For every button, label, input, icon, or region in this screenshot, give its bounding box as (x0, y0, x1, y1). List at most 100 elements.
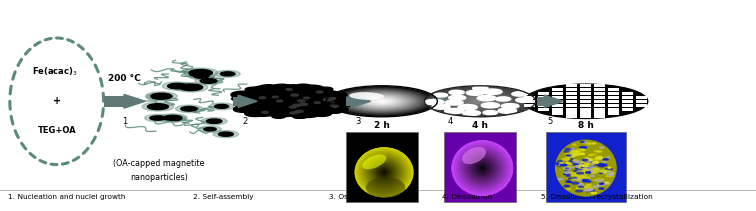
Circle shape (560, 164, 567, 166)
Ellipse shape (468, 98, 492, 105)
Circle shape (585, 177, 590, 179)
Circle shape (336, 99, 354, 104)
FancyBboxPatch shape (581, 115, 591, 118)
Polygon shape (352, 95, 370, 107)
Circle shape (209, 103, 234, 110)
Circle shape (588, 168, 592, 169)
Ellipse shape (368, 159, 400, 186)
Ellipse shape (355, 147, 414, 197)
Circle shape (581, 162, 584, 163)
Ellipse shape (429, 87, 531, 116)
Circle shape (589, 164, 596, 166)
Circle shape (319, 89, 333, 92)
FancyBboxPatch shape (566, 108, 578, 111)
Circle shape (184, 70, 211, 78)
Circle shape (579, 167, 585, 169)
Circle shape (557, 165, 562, 166)
Text: 2 h: 2 h (374, 121, 389, 130)
Circle shape (299, 112, 318, 118)
Circle shape (593, 171, 598, 172)
Ellipse shape (356, 94, 407, 108)
FancyBboxPatch shape (566, 84, 578, 87)
Circle shape (558, 178, 562, 180)
Circle shape (272, 115, 286, 118)
Circle shape (304, 97, 309, 99)
Ellipse shape (376, 100, 387, 103)
Circle shape (583, 181, 587, 182)
Ellipse shape (464, 97, 496, 106)
Circle shape (259, 97, 265, 99)
FancyBboxPatch shape (566, 92, 578, 95)
FancyBboxPatch shape (581, 100, 591, 103)
Text: 3: 3 (355, 117, 361, 126)
Circle shape (577, 170, 581, 172)
Circle shape (293, 114, 307, 117)
Ellipse shape (344, 91, 420, 112)
Circle shape (569, 154, 572, 155)
Ellipse shape (349, 92, 384, 100)
Circle shape (147, 104, 169, 110)
Circle shape (184, 68, 218, 77)
Circle shape (574, 161, 579, 162)
Circle shape (591, 192, 596, 194)
Circle shape (169, 117, 181, 120)
Circle shape (573, 151, 580, 153)
Circle shape (600, 172, 603, 173)
Text: 4: 4 (448, 117, 453, 126)
Circle shape (150, 116, 166, 120)
FancyBboxPatch shape (637, 104, 647, 107)
Ellipse shape (448, 92, 513, 110)
Circle shape (587, 160, 592, 161)
Text: (OA-capped magnetite
nanoparticles): (OA-capped magnetite nanoparticles) (113, 159, 205, 181)
Ellipse shape (435, 89, 525, 114)
Circle shape (600, 166, 604, 167)
Circle shape (593, 162, 599, 163)
Text: 1: 1 (122, 117, 127, 126)
Circle shape (152, 95, 168, 99)
Circle shape (463, 111, 480, 116)
Circle shape (565, 168, 569, 169)
Ellipse shape (457, 145, 508, 191)
Ellipse shape (469, 157, 495, 180)
Circle shape (606, 168, 612, 170)
Circle shape (586, 172, 590, 173)
Ellipse shape (368, 97, 395, 105)
Ellipse shape (362, 154, 386, 169)
FancyBboxPatch shape (594, 111, 606, 115)
Circle shape (296, 110, 303, 112)
Circle shape (569, 160, 576, 162)
Circle shape (572, 151, 575, 152)
Circle shape (584, 168, 591, 170)
Circle shape (583, 170, 588, 171)
Ellipse shape (372, 162, 396, 182)
Ellipse shape (351, 93, 413, 110)
Circle shape (231, 96, 248, 101)
Circle shape (245, 111, 266, 116)
Ellipse shape (378, 167, 390, 177)
Circle shape (163, 82, 193, 90)
Circle shape (559, 164, 565, 166)
Circle shape (583, 186, 589, 188)
Ellipse shape (378, 100, 386, 102)
Circle shape (324, 92, 347, 98)
Circle shape (590, 154, 596, 155)
Circle shape (309, 110, 330, 116)
Circle shape (592, 143, 595, 144)
Circle shape (482, 103, 500, 108)
Ellipse shape (376, 166, 392, 179)
Circle shape (601, 158, 606, 160)
Circle shape (581, 168, 585, 170)
Ellipse shape (458, 95, 502, 107)
Ellipse shape (451, 93, 510, 110)
Circle shape (425, 99, 444, 105)
Ellipse shape (358, 150, 410, 194)
Circle shape (287, 89, 292, 90)
Bar (445, 132, 516, 202)
Circle shape (179, 84, 203, 91)
Ellipse shape (382, 170, 386, 174)
Circle shape (449, 90, 464, 95)
Ellipse shape (433, 88, 527, 114)
Ellipse shape (454, 94, 507, 109)
Circle shape (581, 141, 584, 142)
Circle shape (562, 158, 570, 160)
